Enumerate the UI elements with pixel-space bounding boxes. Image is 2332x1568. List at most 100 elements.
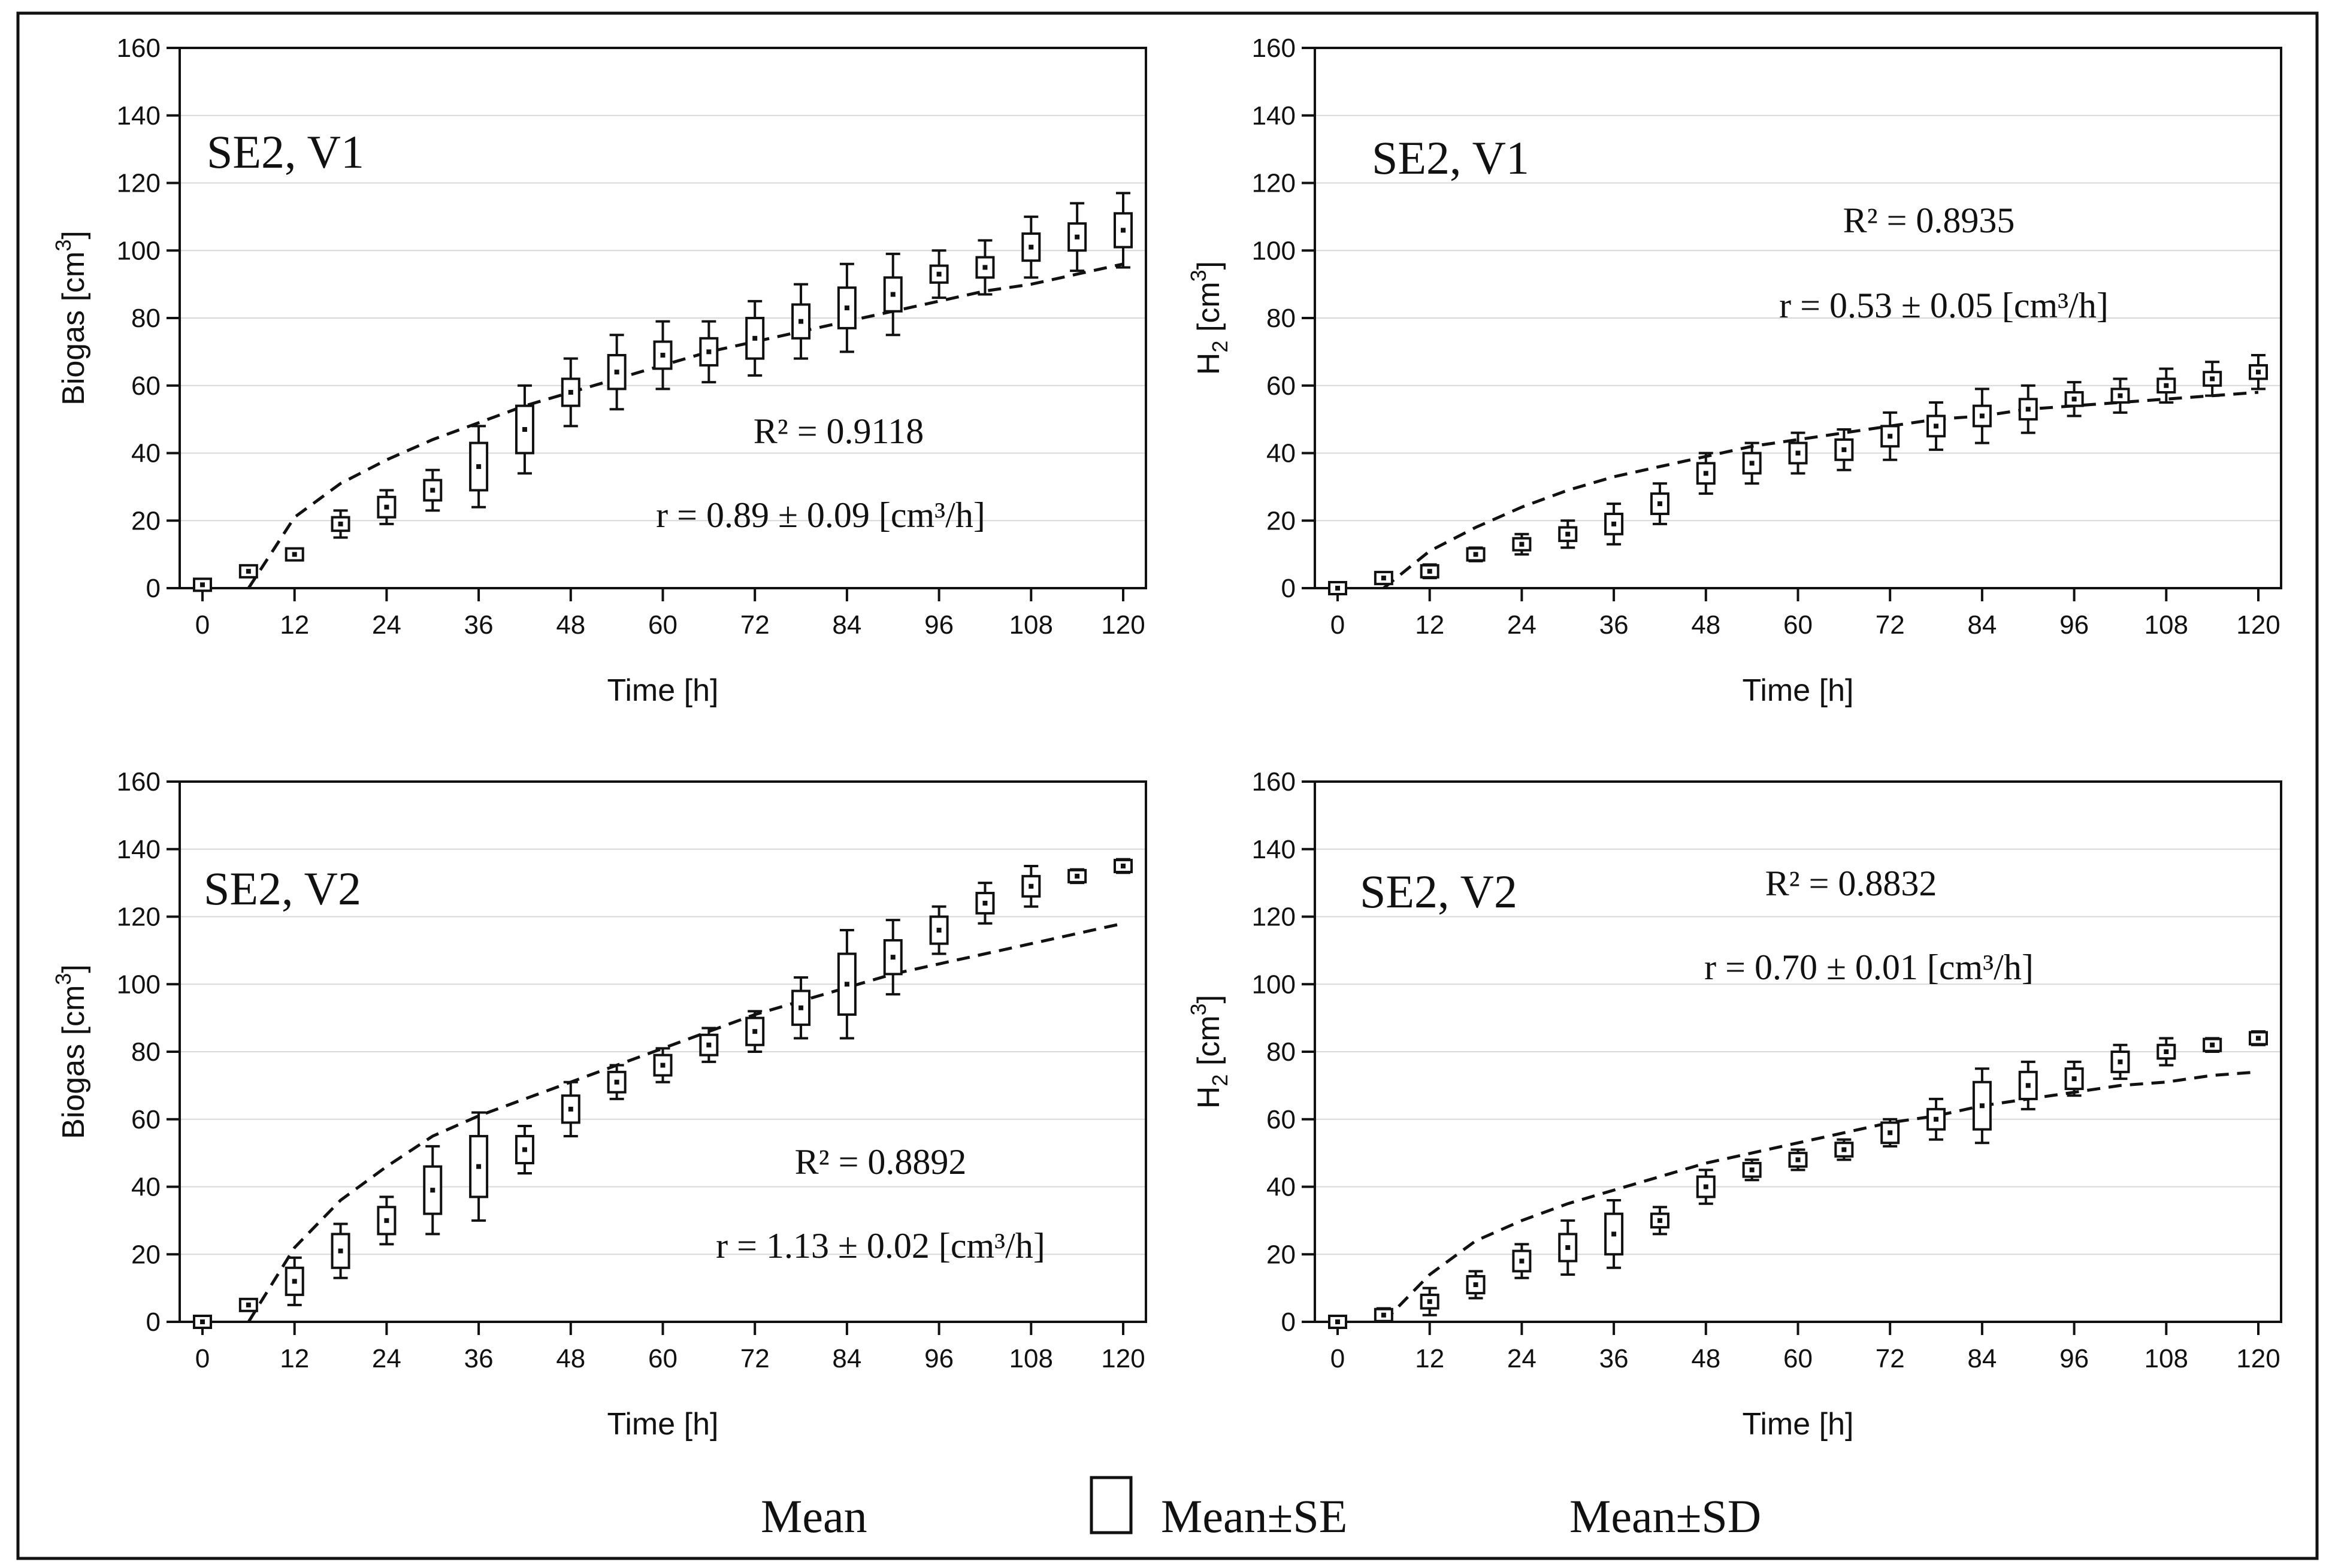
r-squared-text: R² = 0.8892	[795, 1142, 967, 1182]
y-tick-label: 160	[117, 34, 161, 63]
y-tick-label: 160	[117, 767, 161, 797]
mean-marker	[2071, 396, 2077, 402]
y-tick-label: 160	[1252, 767, 1296, 797]
mean-marker	[2210, 376, 2215, 382]
x-tick-label: 48	[1691, 1344, 1720, 1373]
mean-marker	[890, 292, 896, 297]
mean-marker	[1519, 1258, 1525, 1264]
legend: Mean Mean±SE Mean±SD	[761, 1476, 1761, 1542]
y-axis-title: Biogas [cm3]	[51, 964, 91, 1139]
y-tick-label: 40	[131, 439, 161, 468]
x-tick-label: 84	[1967, 610, 1997, 640]
box-plot-90h	[2018, 384, 2038, 434]
box-plot-0h	[193, 1315, 212, 1329]
mean-marker	[2071, 1076, 2077, 1082]
chart-panel-4: 0 20 40 60 80 100 120 140 160 0 12 24 36 48 60 72 84 96 10…	[1186, 767, 2282, 1442]
box-plot-0h	[193, 577, 212, 592]
fit-curve	[247, 922, 1124, 1323]
mean-marker	[1611, 1231, 1617, 1237]
y-axis-title-subscript: 2	[1208, 1074, 1232, 1086]
mean-marker	[2256, 370, 2261, 375]
mean-marker	[1841, 1147, 1847, 1152]
x-tick-label: 72	[1876, 1344, 1905, 1373]
y-tick-label: 140	[1252, 101, 1296, 131]
mean-marker	[1121, 863, 1126, 868]
panel-label: SE2, V1	[1372, 132, 1529, 184]
x-tick-label: 72	[1876, 610, 1905, 640]
mean-marker	[1029, 244, 1034, 250]
box-plot-18h	[331, 1222, 350, 1279]
mean-marker	[1335, 586, 1340, 591]
mean-marker	[1749, 461, 1755, 466]
box-plot-30h	[1558, 1219, 1578, 1276]
mean-marker	[1075, 234, 1080, 240]
y-axis-title-main: H	[1191, 353, 1226, 376]
mean-marker	[476, 464, 482, 470]
mean-marker	[2256, 1036, 2261, 1041]
box-plot-120h	[2249, 354, 2268, 391]
mean-marker	[1381, 1312, 1386, 1318]
y-axis-title: H2 [cm3]	[1186, 995, 1232, 1109]
mean-marker	[292, 552, 297, 557]
box-plot-6h	[238, 1297, 258, 1312]
box-plot-24h	[377, 1195, 397, 1246]
box-plot-102h	[975, 239, 995, 296]
mean-marker	[614, 370, 619, 375]
se-box	[377, 1206, 397, 1236]
x-tick-label: 48	[556, 610, 585, 640]
y-tick-label: 160	[1252, 34, 1296, 63]
box-plot-12h	[1420, 1287, 1439, 1316]
x-axis-title: Time [h]	[607, 673, 719, 708]
mean-marker	[614, 1079, 619, 1085]
mean-marker	[1657, 501, 1662, 507]
y-tick-label: 80	[1266, 304, 1296, 333]
x-tick-label: 48	[556, 1344, 585, 1373]
mean-marker	[292, 1279, 297, 1284]
box-plot-60h	[653, 320, 673, 391]
rate-text: r = 0.89 ± 0.09 [cm³/h]	[656, 495, 985, 535]
y-tick-label: 40	[131, 1173, 161, 1202]
x-tick-label: 12	[280, 1344, 309, 1373]
box-plot-72h	[1880, 1118, 1900, 1148]
box-plot-96h	[2064, 1060, 2084, 1097]
x-tick-label: 36	[1599, 610, 1629, 640]
box-plot-36h	[1604, 503, 1624, 546]
y-tick-label: 120	[1252, 169, 1296, 198]
y-tick-label: 40	[1266, 439, 1296, 468]
box-plot-90h	[2018, 1060, 2038, 1110]
box-plot-102h	[2110, 1043, 2130, 1080]
y-axis-title-subscript: 2	[1208, 341, 1232, 353]
y-axis-title-superscript: 3	[1186, 270, 1211, 281]
box-plot-6h	[1374, 571, 1393, 586]
box-plot-24h	[1512, 532, 1532, 556]
mean-marker	[476, 1164, 482, 1169]
box-plot-60h	[1788, 1148, 1808, 1172]
mean-marker	[660, 1063, 666, 1068]
panel-label: SE2, V1	[207, 126, 364, 178]
mean-marker	[1473, 552, 1478, 557]
box-plot-0h	[1328, 1315, 1347, 1329]
box-plot-96h	[929, 249, 949, 299]
box-plot-72h	[745, 299, 765, 377]
x-tick-label: 0	[1330, 610, 1345, 640]
box-plot-6h	[1374, 1307, 1393, 1323]
mean-marker	[568, 390, 573, 395]
mean-marker	[430, 1188, 435, 1193]
box-plot-78h	[791, 283, 811, 360]
box-plot-114h	[1067, 868, 1087, 885]
x-tick-label: 72	[740, 610, 770, 640]
box-plot-66h	[699, 320, 719, 384]
box-plot-102h	[975, 882, 995, 925]
x-tick-label: 36	[1599, 1344, 1629, 1373]
x-tick-label: 120	[1101, 610, 1145, 640]
x-tick-label: 84	[1967, 1344, 1997, 1373]
mean-marker	[2118, 1059, 2123, 1064]
se-box	[1512, 1249, 1532, 1273]
box-plot-90h	[883, 252, 903, 337]
x-tick-label: 24	[1507, 1344, 1536, 1373]
x-tick-label: 108	[1009, 610, 1053, 640]
box-plot-18h	[1466, 546, 1486, 562]
mean-marker	[1519, 541, 1525, 547]
mean-marker	[706, 1042, 712, 1048]
mean-marker	[936, 271, 942, 277]
